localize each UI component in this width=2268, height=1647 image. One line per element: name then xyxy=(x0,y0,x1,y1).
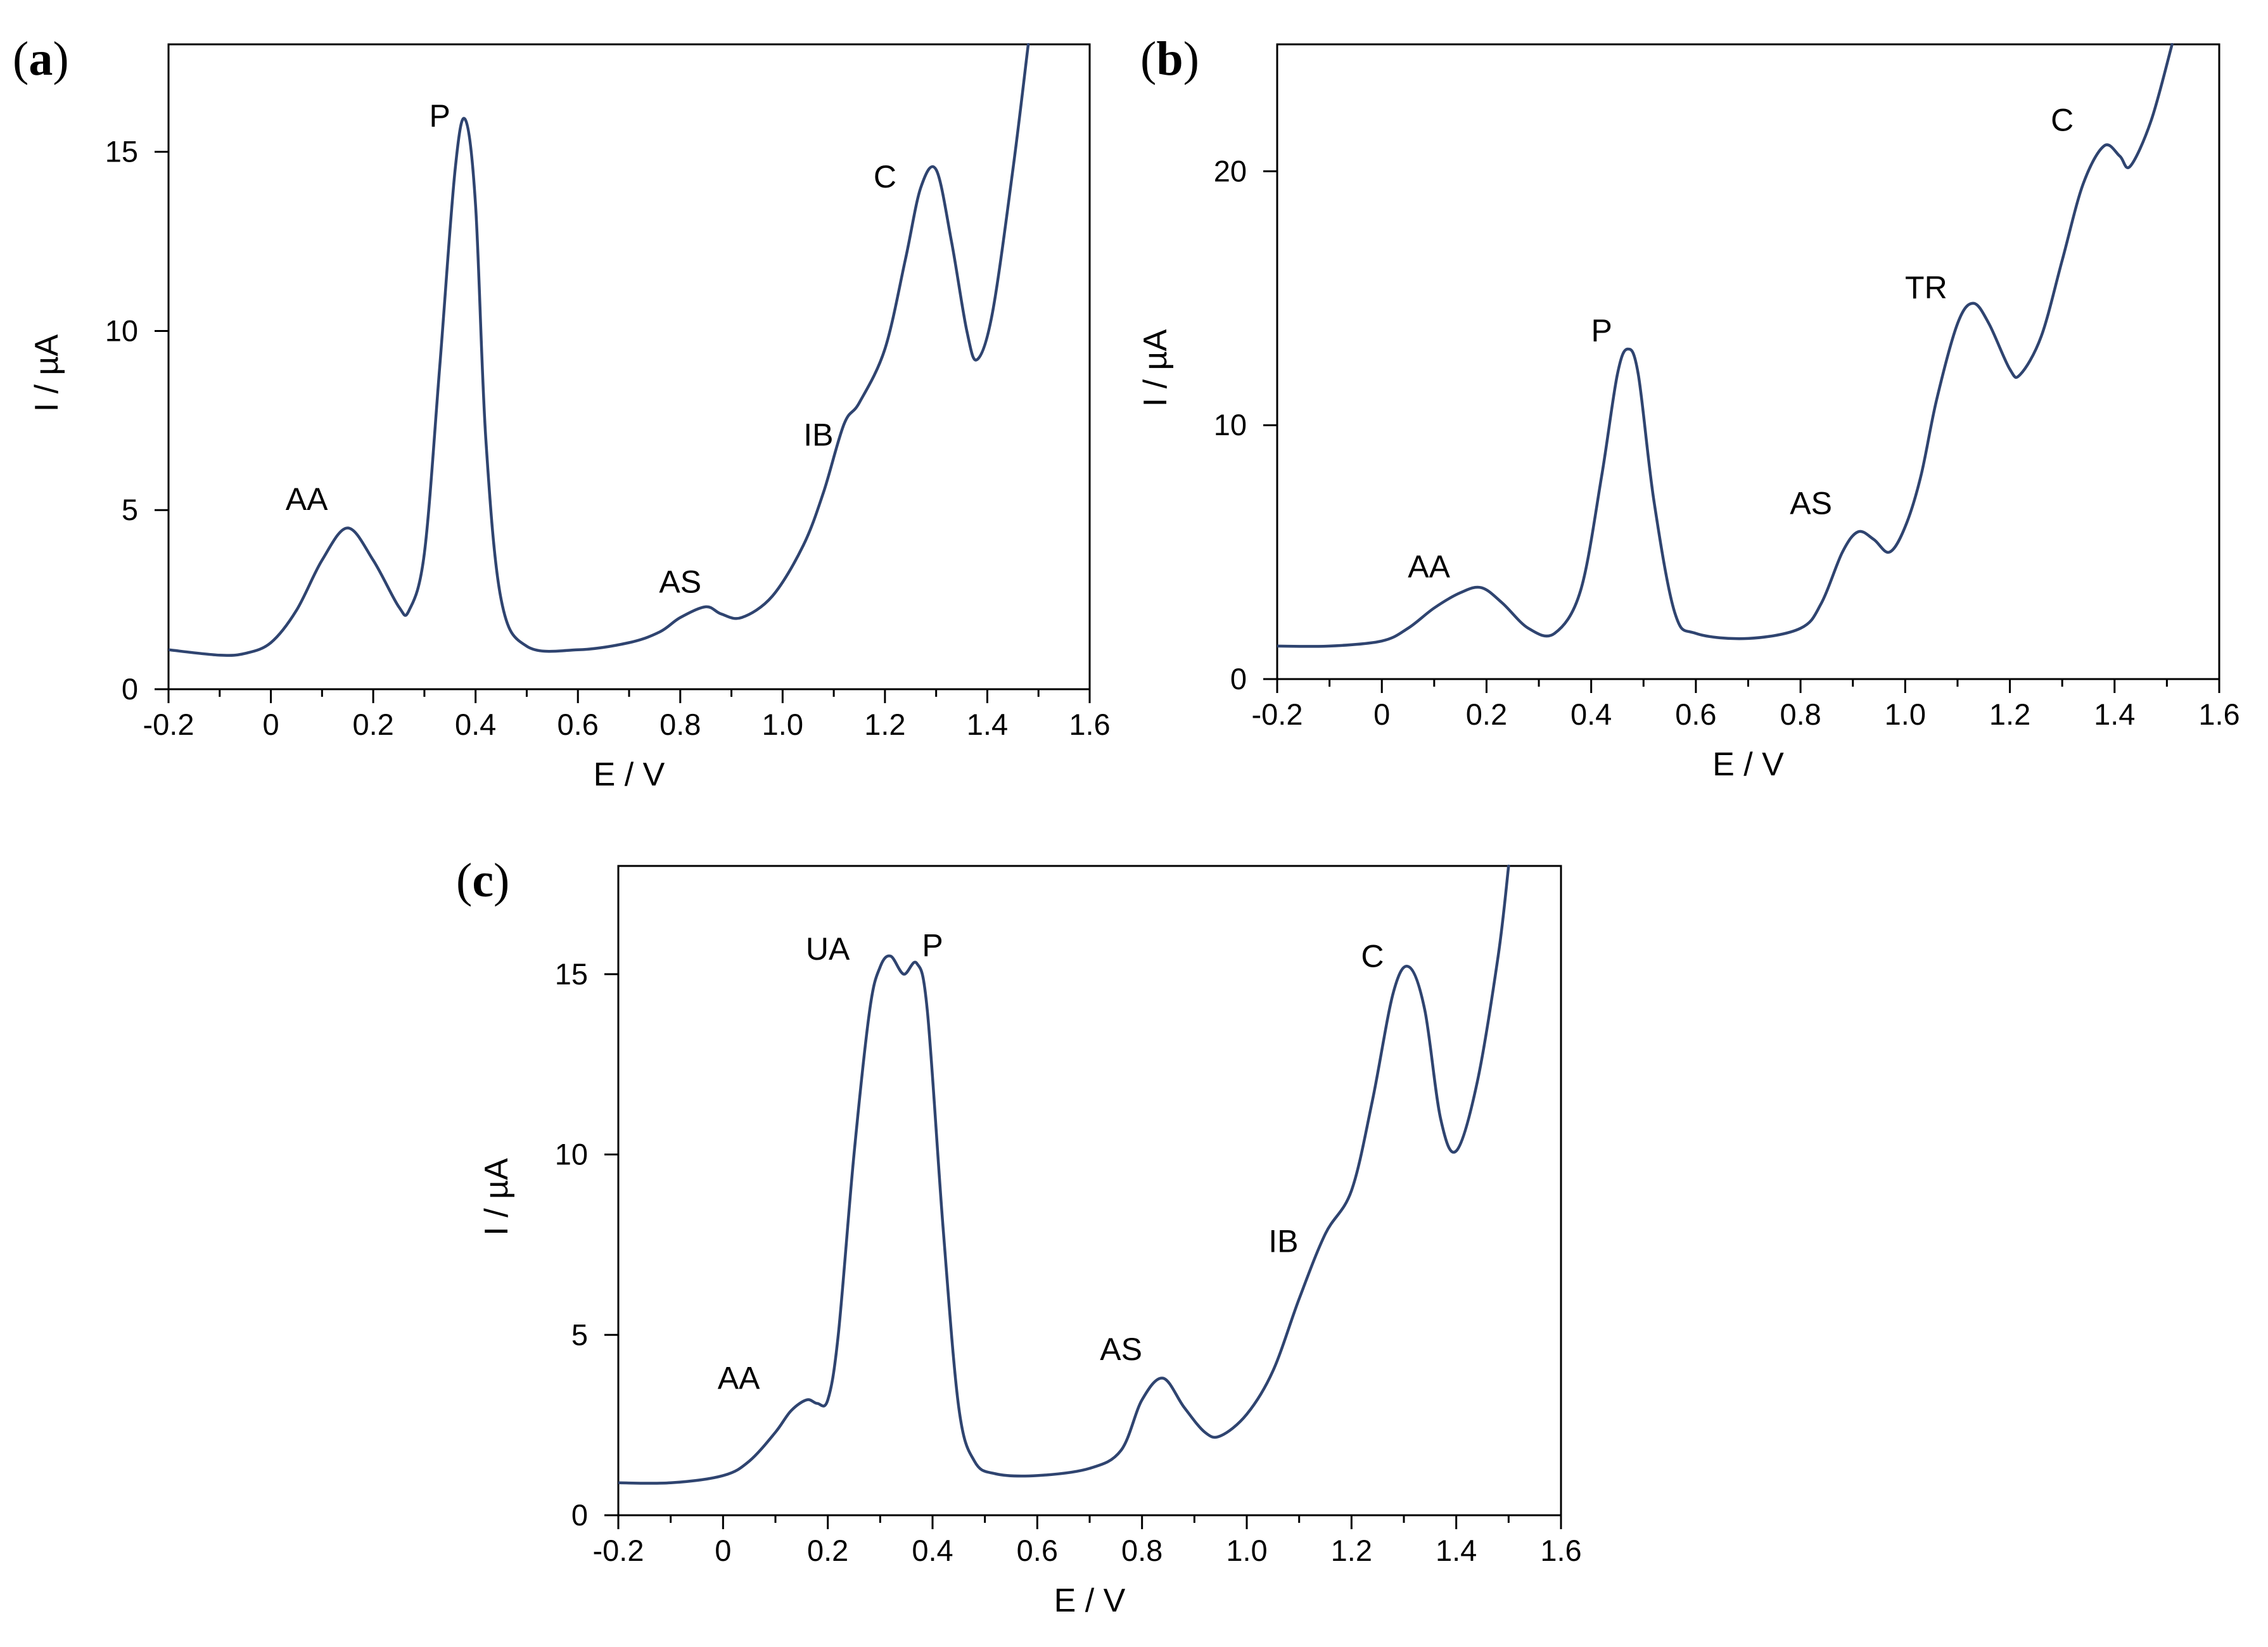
x-tick-label: 0 xyxy=(715,1534,731,1567)
x-axis-title: E / V xyxy=(1712,746,1784,783)
y-axis-title: I / µA xyxy=(1137,329,1174,407)
x-axis-title: E / V xyxy=(594,756,665,793)
x-tick-label: -0.2 xyxy=(1252,697,1303,731)
panel-label-b: (b) xyxy=(1140,32,1199,86)
x-tick-label: 0.4 xyxy=(912,1534,953,1567)
y-tick-label: 5 xyxy=(571,1318,588,1351)
x-tick-label: 1.6 xyxy=(1069,708,1110,741)
peak-label-aa: AA xyxy=(286,481,328,517)
panel-letter: b xyxy=(1156,32,1183,86)
x-tick-label: 1.4 xyxy=(1436,1534,1477,1567)
panel-letter: c xyxy=(472,854,494,907)
x-tick-label: 0.8 xyxy=(1121,1534,1163,1567)
peak-label-ib: IB xyxy=(803,417,833,452)
panel-label-c: (c) xyxy=(456,854,509,907)
x-tick-label: 0.2 xyxy=(1466,697,1507,731)
plot-frame xyxy=(167,43,1091,690)
y-tick-label: 5 xyxy=(122,493,138,526)
x-tick-label: 1.2 xyxy=(1331,1534,1372,1567)
x-tick-label: -0.2 xyxy=(593,1534,644,1567)
panel-label-a: (a) xyxy=(13,32,69,86)
chart-panel-c: (c)-0.2 0 0.2 0.4 0.6 0.8 1.0 1.2 1.4 1.6051015E … xyxy=(456,854,1582,1619)
y-tick-label: 10 xyxy=(555,1138,588,1171)
x-tick-label: 1.4 xyxy=(2094,697,2135,731)
y-tick-label: 0 xyxy=(122,672,138,706)
x-tick-label: 0.2 xyxy=(807,1534,848,1567)
y-axis-title: I / µA xyxy=(29,334,65,412)
peak-label-ua: UA xyxy=(806,931,850,967)
chart-panel-a: (a)-0.2 0 0.2 0.4 0.6 0.8 1.0 1.2 1.4 1.6051015E … xyxy=(13,32,1111,793)
x-tick-label: 0.4 xyxy=(1570,697,1612,731)
y-axis-title: I / µA xyxy=(478,1158,515,1236)
peak-label-c: C xyxy=(2051,102,2074,137)
plot-frame xyxy=(1276,43,2220,680)
peak-label-ib: IB xyxy=(1268,1223,1298,1259)
peak-label-p: P xyxy=(1591,313,1612,348)
peak-label-as: AS xyxy=(1790,485,1832,521)
peak-label-as: AS xyxy=(1100,1332,1142,1367)
peak-label-p: P xyxy=(922,927,943,963)
x-tick-label: 1.4 xyxy=(967,708,1008,741)
x-tick-label: 1.2 xyxy=(864,708,905,741)
y-tick-label: 15 xyxy=(555,957,588,991)
x-tick-label: 0.8 xyxy=(659,708,701,741)
x-tick-label: 1.0 xyxy=(762,708,803,741)
voltammogram-curve xyxy=(1277,43,2174,648)
x-tick-label: 1.6 xyxy=(2198,697,2239,731)
x-tick-label: -0.2 xyxy=(143,708,194,741)
y-tick-label: 10 xyxy=(1214,408,1247,442)
x-tick-label: 0 xyxy=(1373,697,1390,731)
plot-frame xyxy=(617,865,1562,1517)
peak-label-as: AS xyxy=(659,564,701,599)
y-tick-label: 15 xyxy=(105,135,138,169)
peak-label-c: C xyxy=(874,159,896,194)
y-tick-label: 10 xyxy=(105,314,138,347)
peak-label-aa: AA xyxy=(718,1361,760,1396)
panel-letter: a xyxy=(29,32,53,86)
peak-label-aa: AA xyxy=(1408,549,1450,585)
x-tick-label: 0 xyxy=(262,708,279,741)
x-tick-label: 0.8 xyxy=(1780,697,1821,731)
x-tick-label: 0.4 xyxy=(455,708,496,741)
y-tick-label: 0 xyxy=(571,1498,588,1532)
x-tick-label: 1.6 xyxy=(1540,1534,1581,1567)
x-axis-title: E / V xyxy=(1054,1582,1126,1619)
x-tick-label: 0.6 xyxy=(557,708,599,741)
x-tick-label: 1.0 xyxy=(1226,1534,1267,1567)
y-tick-label: 20 xyxy=(1214,154,1247,188)
x-tick-label: 0.2 xyxy=(352,708,393,741)
x-tick-label: 1.0 xyxy=(1885,697,1926,731)
x-tick-label: 0.6 xyxy=(1675,697,1716,731)
peak-label-p: P xyxy=(429,98,450,134)
voltammogram-curve xyxy=(169,43,1030,657)
peak-label-tr: TR xyxy=(1905,270,1947,305)
x-tick-label: 0.6 xyxy=(1017,1534,1058,1567)
peak-label-c: C xyxy=(1361,938,1384,974)
voltammogram-curve xyxy=(618,865,1510,1485)
y-tick-label: 0 xyxy=(1230,662,1247,696)
x-tick-label: 1.2 xyxy=(1989,697,2030,731)
